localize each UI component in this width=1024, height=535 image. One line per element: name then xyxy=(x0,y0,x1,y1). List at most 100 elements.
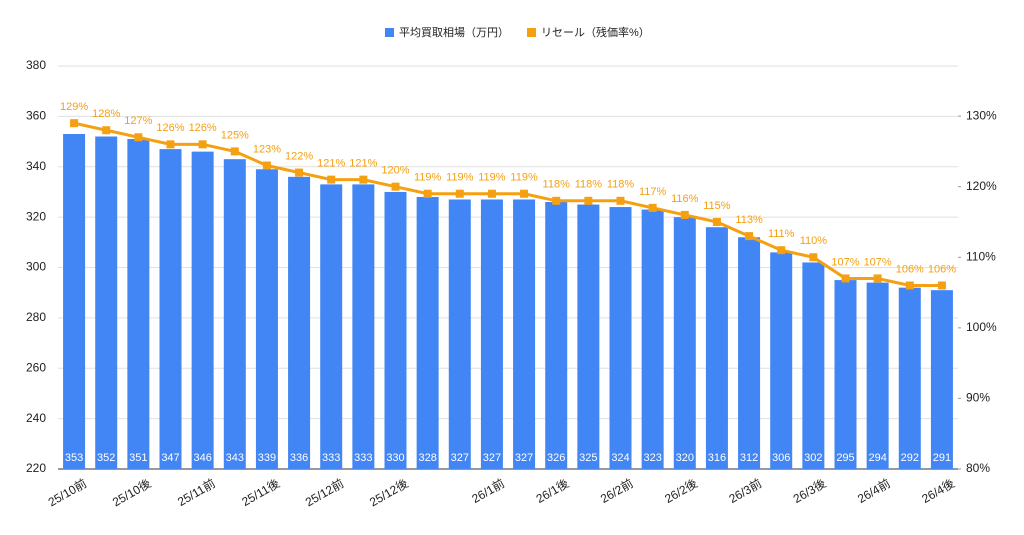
line-value-label: 117% xyxy=(639,186,667,198)
bar-value-label: 327 xyxy=(515,452,533,464)
y-tick-label: 220 xyxy=(26,461,46,475)
x-tick-label: 26/4後 xyxy=(919,476,957,506)
line-point xyxy=(777,246,786,255)
bar-value-label: 316 xyxy=(708,452,726,464)
line-point xyxy=(487,189,496,198)
x-tick-label: 26/1後 xyxy=(534,476,572,506)
bar-value-label: 333 xyxy=(322,452,340,464)
y-tick-label: 280 xyxy=(26,310,46,324)
line-value-label: 119% xyxy=(414,172,442,184)
bar xyxy=(930,290,953,469)
line xyxy=(73,121,942,287)
legend-swatch xyxy=(385,28,394,37)
bar xyxy=(609,207,632,470)
y2-tick-label: 130% xyxy=(966,108,997,122)
bar xyxy=(95,136,118,469)
line-value-label: 118% xyxy=(575,179,603,191)
line-point xyxy=(134,133,143,142)
x-tick-label: 26/3前 xyxy=(726,475,764,506)
line-point xyxy=(70,119,79,128)
line-value-label: 123% xyxy=(253,143,281,155)
bar xyxy=(673,217,696,469)
y2-tick-label: 80% xyxy=(966,461,990,475)
x-tick-label: 26/4前 xyxy=(855,475,893,506)
line-point xyxy=(809,253,818,262)
bar-value-label: 325 xyxy=(579,452,597,464)
bar xyxy=(866,282,889,469)
bar xyxy=(127,139,150,469)
bar-value-label: 330 xyxy=(386,452,404,464)
line-value-label: 126% xyxy=(156,122,184,134)
line-value-label: 107% xyxy=(864,256,892,268)
line-value-label: 120% xyxy=(381,165,409,177)
line-value-label: 107% xyxy=(831,256,859,268)
line-value-label: 126% xyxy=(189,122,217,134)
x-tick-label: 26/2前 xyxy=(597,475,635,506)
line-point xyxy=(327,175,336,184)
bar xyxy=(802,262,825,469)
y2-tick-label: 110% xyxy=(966,249,996,263)
line-point xyxy=(455,189,464,198)
line-point xyxy=(841,274,850,283)
line-value-label: 119% xyxy=(478,172,506,184)
legend-swatch xyxy=(527,28,536,37)
y-tick-label: 360 xyxy=(26,109,46,123)
line-value-label: 121% xyxy=(317,158,345,170)
bar xyxy=(898,287,921,469)
line-point xyxy=(262,161,271,170)
line-point xyxy=(648,203,657,212)
line-value-label: 116% xyxy=(671,193,699,205)
x-tick-label: 25/10前 xyxy=(45,475,89,509)
line-value-label: 106% xyxy=(928,263,956,275)
x-tick-label: 26/1前 xyxy=(469,475,507,506)
line-value-label: 121% xyxy=(349,158,377,170)
bar xyxy=(384,191,407,469)
bar-value-label: 292 xyxy=(901,452,919,464)
line-point xyxy=(616,196,625,205)
bar-value-label: 346 xyxy=(193,452,211,464)
bar-value-label: 339 xyxy=(258,452,276,464)
bar-value-label: 306 xyxy=(772,452,790,464)
line-point xyxy=(295,168,304,177)
line-point xyxy=(712,217,721,226)
line-value-label: 110% xyxy=(800,235,828,247)
line-value-label: 111% xyxy=(768,228,795,240)
y2-tick-label: 90% xyxy=(966,391,990,405)
bar xyxy=(255,169,278,470)
line-point xyxy=(166,140,175,149)
line-point xyxy=(905,281,914,290)
line-point xyxy=(937,281,946,290)
line-point xyxy=(680,210,689,219)
line-value-label: 119% xyxy=(446,172,474,184)
y-tick-label: 340 xyxy=(26,159,46,173)
x-tick-label: 25/11前 xyxy=(175,475,218,509)
bar xyxy=(480,199,503,469)
bar-value-label: 302 xyxy=(804,452,822,464)
bar xyxy=(513,199,536,469)
bar xyxy=(416,196,439,469)
bar xyxy=(834,280,857,469)
line-point xyxy=(359,175,368,184)
bar-value-label: 333 xyxy=(354,452,372,464)
line-point xyxy=(745,232,754,241)
x-tick-label: 25/11後 xyxy=(239,476,282,509)
y2-tick-label: 100% xyxy=(966,320,997,334)
bar xyxy=(320,184,343,469)
bar-value-label: 295 xyxy=(836,452,854,464)
legend-label: リセール（残価率%） xyxy=(541,25,650,39)
bar-value-label: 327 xyxy=(483,452,501,464)
bar xyxy=(159,149,182,469)
x-tick-label: 25/12前 xyxy=(302,475,346,509)
bar xyxy=(641,209,664,469)
x-tick-label: 25/10後 xyxy=(110,476,153,509)
bar-value-label: 328 xyxy=(418,452,436,464)
line-value-label: 125% xyxy=(221,129,249,141)
bar xyxy=(191,151,214,469)
bar xyxy=(448,199,471,469)
bar xyxy=(223,159,246,469)
legend-label: 平均買取相場（万円） xyxy=(399,26,509,39)
bar xyxy=(770,252,793,469)
line-point xyxy=(584,196,593,205)
line-value-label: 118% xyxy=(543,179,571,191)
